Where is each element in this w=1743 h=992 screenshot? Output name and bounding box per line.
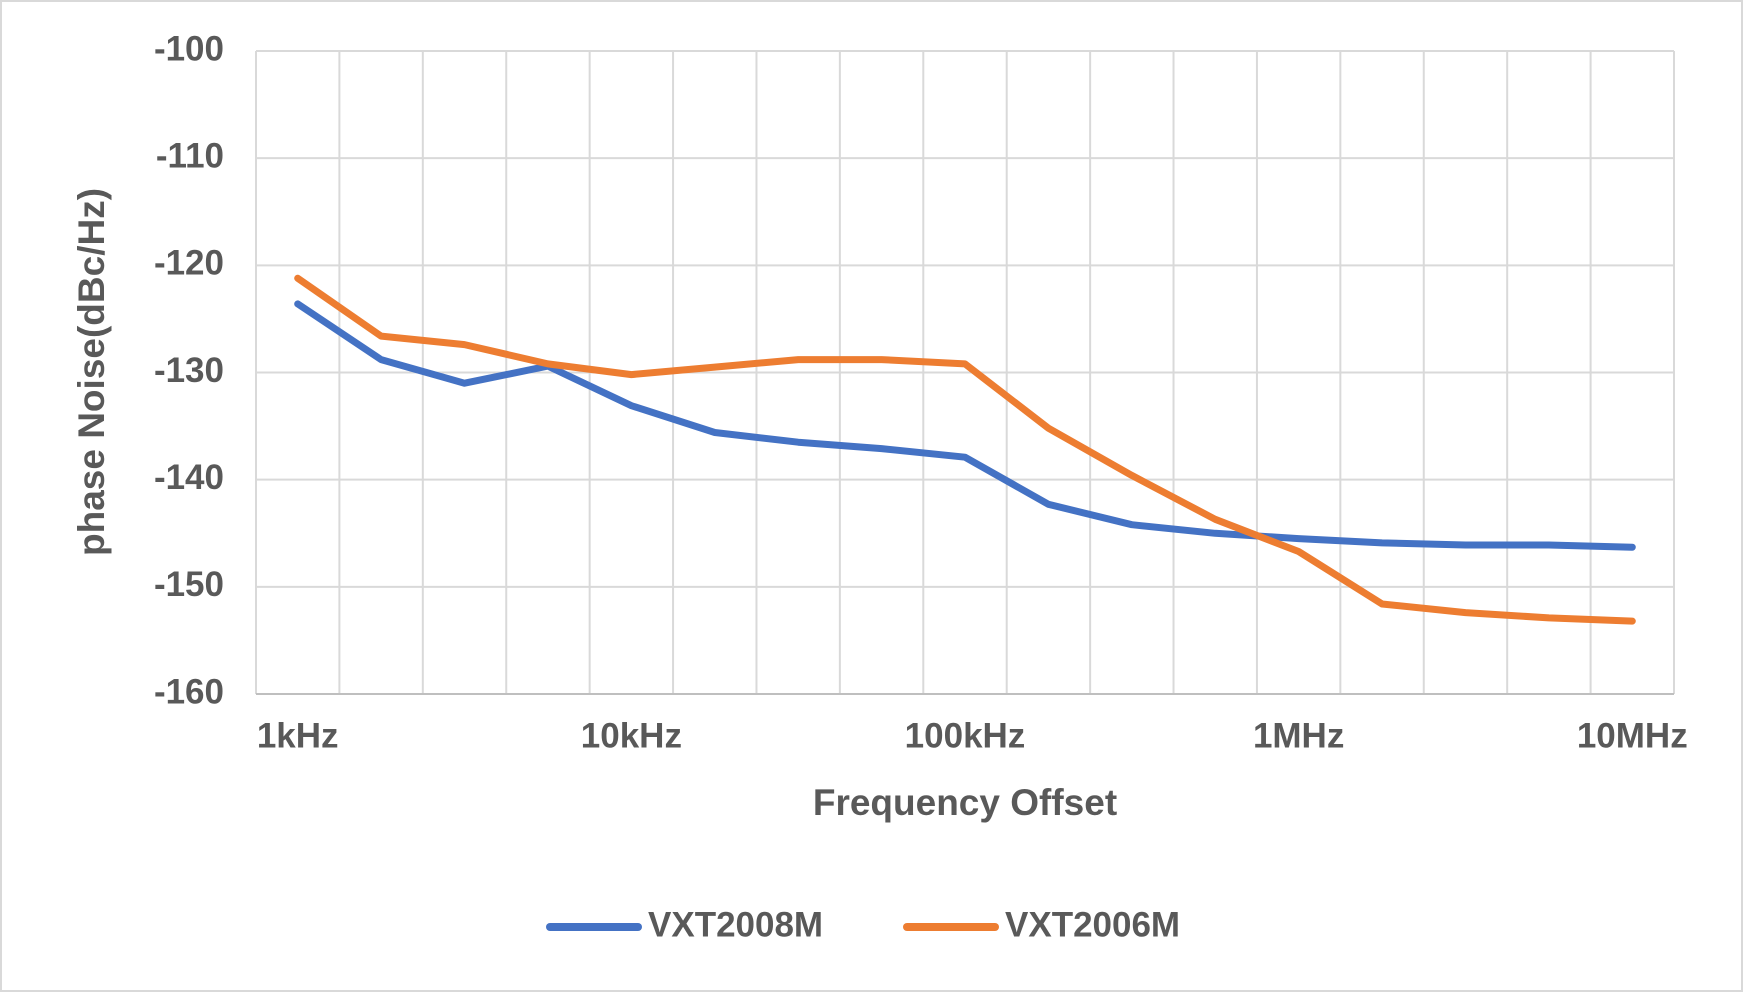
y-tick-label: -150 [154,565,224,604]
x-tick-label: 1kHz [257,716,339,755]
line-series [294,300,1636,551]
y-tick-label: -100 [154,29,224,68]
x-tick-label: 10MHz [1577,716,1688,755]
legend-label: VXT2006M [1005,905,1180,944]
y-tick-label: -130 [154,351,224,390]
legend-label: VXT2008M [648,905,823,944]
y-tick-label: -120 [154,244,224,283]
y-tick-label: -110 [156,136,224,175]
y-tick-label: -140 [154,458,224,497]
x-tick-label: 10kHz [581,716,682,755]
y-tick-label: -160 [154,672,224,711]
y-axis-title: phase Noise(dBc/Hz) [71,188,112,556]
x-tick-label: 1MHz [1253,716,1344,755]
line-series [294,274,1636,625]
x-axis-title: Frequency Offset [813,782,1117,823]
x-tick-label: 100kHz [905,716,1026,755]
